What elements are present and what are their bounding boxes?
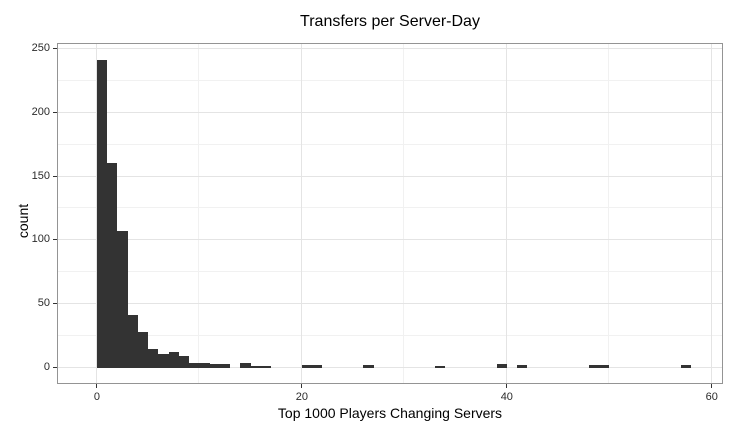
x-axis-tick-mark — [300, 384, 302, 388]
x-axis-title: Top 1000 Players Changing Servers — [277, 405, 503, 421]
major-gridline-vertical — [710, 44, 712, 383]
y-axis-title: count — [15, 203, 32, 239]
histogram-bar — [137, 331, 149, 368]
minor-gridline-vertical — [608, 44, 610, 383]
minor-gridline-horizontal — [58, 334, 722, 336]
chart-title: Transfers per Server-Day — [300, 13, 480, 30]
histogram-bar — [260, 366, 272, 368]
y-axis-tick-mark — [53, 175, 57, 177]
histogram-bar — [312, 365, 323, 368]
x-axis-tick-mark — [505, 384, 507, 388]
y-axis-tick-mark — [53, 302, 57, 304]
histogram-bar — [301, 365, 313, 368]
y-tick-label: 200 — [31, 105, 50, 118]
major-gridline-horizontal — [58, 239, 722, 241]
histogram-bar — [127, 315, 138, 368]
histogram-bar — [496, 363, 507, 368]
minor-gridline-horizontal — [58, 80, 722, 82]
y-axis-tick-mark — [53, 48, 57, 50]
major-gridline-vertical — [505, 44, 507, 383]
histogram-bar — [588, 365, 600, 368]
y-tick-label: 150 — [31, 169, 50, 182]
x-axis-tick-mark — [710, 384, 712, 388]
y-axis-tick-mark — [53, 239, 57, 241]
major-gridline-horizontal — [58, 366, 722, 368]
major-gridline-horizontal — [58, 302, 722, 304]
histogram-bar — [96, 59, 108, 368]
histogram-bar — [517, 365, 528, 368]
minor-gridline-horizontal — [58, 271, 722, 273]
major-gridline-horizontal — [58, 175, 722, 177]
minor-gridline-vertical — [403, 44, 405, 383]
histogram-bar — [148, 348, 159, 368]
histogram-bar — [158, 353, 169, 368]
histogram-bar — [189, 362, 200, 368]
histogram-bar — [209, 363, 220, 368]
histogram-bar — [250, 366, 261, 368]
major-gridline-vertical — [300, 44, 302, 383]
histogram-bar — [219, 363, 231, 368]
x-tick-label: 40 — [500, 391, 513, 403]
x-tick-label: 60 — [705, 391, 718, 403]
y-tick-label: 50 — [37, 296, 50, 309]
major-gridline-horizontal — [58, 48, 722, 50]
y-axis-tick-mark — [53, 111, 57, 113]
histogram-bar — [599, 365, 610, 368]
major-gridline-vertical — [95, 44, 97, 383]
minor-gridline-vertical — [198, 44, 200, 383]
x-axis-tick-mark — [95, 384, 97, 388]
y-tick-label: 100 — [31, 233, 50, 246]
histogram-bar — [117, 231, 128, 368]
histogram-bar — [178, 356, 190, 368]
histogram-bar — [240, 362, 251, 368]
plot-panel — [57, 43, 723, 384]
histogram-bar — [199, 362, 210, 368]
major-gridline-horizontal — [58, 111, 722, 113]
minor-gridline-horizontal — [58, 207, 722, 209]
x-tick-label: 0 — [93, 391, 100, 403]
histogram-bar — [363, 365, 374, 368]
histogram-bar — [107, 162, 118, 368]
y-axis-tick-mark — [53, 366, 57, 368]
histogram-bar — [168, 352, 179, 368]
x-tick-label: 20 — [295, 391, 308, 403]
y-tick-label: 0 — [43, 360, 50, 373]
y-tick-label: 250 — [31, 42, 50, 55]
histogram-bar — [435, 366, 446, 368]
minor-gridline-horizontal — [58, 143, 722, 145]
histogram-bar — [681, 365, 692, 368]
